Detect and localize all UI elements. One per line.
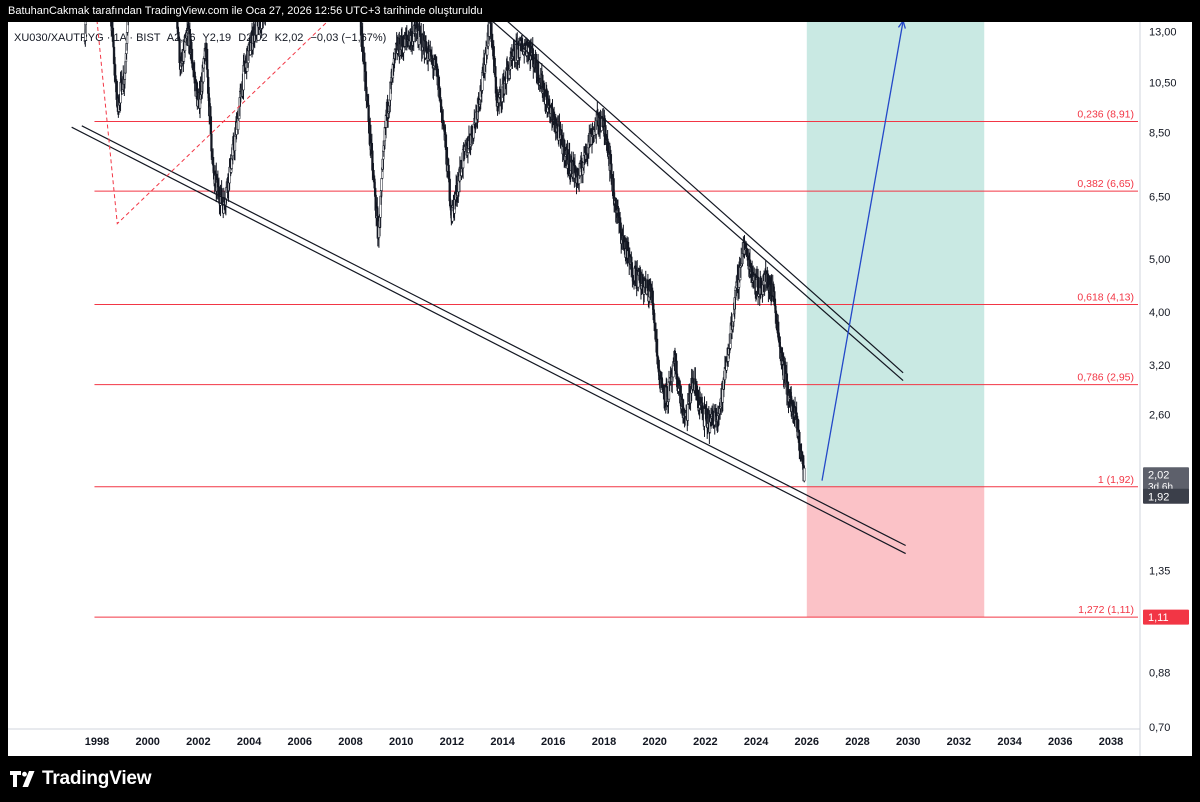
y-tick-label: 13,00	[1149, 27, 1177, 39]
channel-lower-line[interactable]	[71, 126, 906, 555]
x-tick-label: 2016	[541, 736, 565, 748]
export-header: BatuhanCakmak tarafından TradingView.com…	[0, 0, 1200, 22]
candle-body	[84, 22, 87, 26]
candle-body	[651, 290, 654, 305]
channel-upper-line[interactable]	[132, 22, 904, 374]
fib-level-label: 0,236 (8,91)	[1077, 109, 1134, 121]
x-tick-label: 2028	[845, 736, 869, 748]
x-tick-label: 1998	[85, 736, 109, 748]
legend-close-label: K	[275, 32, 283, 44]
legend-close-value: 2,02	[282, 32, 303, 44]
x-tick-label: 2026	[795, 736, 819, 748]
stop-zone[interactable]	[806, 486, 985, 618]
y-tick-label: 2,60	[1149, 410, 1170, 422]
x-tick-label: 2002	[186, 736, 210, 748]
channel-upper-line[interactable]	[132, 22, 904, 382]
candle-body	[440, 106, 443, 112]
legend-high-value: 2,19	[210, 32, 231, 44]
legend-line: XU030/XAUTRYG · 1A · BIST A2,06 Y2,19 D2…	[14, 32, 386, 44]
y-tick-label: 3,20	[1149, 360, 1170, 372]
y-tick-label: 1,35	[1149, 566, 1170, 578]
x-tick-label: 2014	[490, 736, 515, 748]
x-tick-label: 2022	[693, 736, 717, 748]
x-tick-label: 2010	[389, 736, 413, 748]
x-tick-label: 2000	[135, 736, 159, 748]
chart-pane[interactable]	[8, 22, 1192, 756]
candle-body	[209, 106, 212, 117]
x-tick-label: 2018	[592, 736, 616, 748]
price-label-text: 1,92	[1148, 491, 1169, 503]
brand-name: TradingView	[42, 768, 152, 789]
legend-symbol: XU030/XAUTRYG · 1A · BIST	[14, 32, 161, 44]
price-label-current	[1143, 467, 1189, 494]
candle-body	[209, 116, 213, 135]
tradingview-logo-icon	[10, 771, 35, 787]
legend-high-label: Y	[202, 32, 210, 44]
price-label-text: 1,11	[1148, 612, 1169, 624]
x-tick-label: 2020	[642, 736, 666, 748]
candle-body	[448, 179, 451, 202]
target-zone[interactable]	[806, 22, 985, 487]
x-tick-label: 2004	[237, 736, 262, 748]
footer-bar: TradingView	[0, 756, 1200, 802]
candle-body	[260, 22, 263, 29]
x-tick-label: 2032	[947, 736, 971, 748]
candle-body	[380, 178, 383, 191]
fib-level-label: 0,382 (6,65)	[1077, 178, 1134, 190]
projection-arrow[interactable]	[821, 22, 904, 481]
channel-lower-line[interactable]	[81, 125, 906, 547]
fib-level-label: 0,786 (2,95)	[1077, 372, 1134, 384]
x-tick-label: 2036	[1048, 736, 1072, 748]
fib-level-label: 0,618 (4,13)	[1077, 291, 1134, 303]
candle-body	[126, 22, 129, 33]
y-tick-label: 5,00	[1149, 254, 1170, 266]
x-tick-label: 2024	[744, 736, 769, 748]
dashed-projection-line[interactable]	[69, 22, 335, 225]
x-tick-label: 2030	[896, 736, 920, 748]
candle-body	[803, 467, 806, 482]
candle-body	[123, 72, 127, 80]
price-label-countdown: 3d 6h	[1148, 482, 1173, 493]
x-tick-label: 2012	[440, 736, 464, 748]
x-tick-label: 2034	[997, 736, 1022, 748]
projection-arrow-head	[897, 22, 906, 29]
candle-body	[249, 50, 252, 55]
legend-low-label: D	[238, 32, 246, 44]
y-tick-label: 0,88	[1149, 667, 1170, 679]
candle-body	[439, 99, 443, 108]
x-tick-label: 2038	[1099, 736, 1123, 748]
y-tick-label: 10,50	[1149, 77, 1177, 89]
price-label-entry	[1143, 488, 1189, 504]
candle-body	[610, 163, 613, 175]
y-tick-label: 8,50	[1149, 128, 1170, 140]
candle-body	[206, 69, 209, 78]
candle-body	[773, 291, 776, 300]
y-tick-label: 0,70	[1149, 722, 1170, 734]
x-tick-label: 2006	[288, 736, 312, 748]
fib-level-label: 1,272 (1,11)	[1078, 604, 1134, 616]
legend-open-label: A	[167, 32, 175, 44]
tradingview-logo[interactable]: TradingView	[10, 768, 152, 790]
price-chart[interactable]: XU030/XAUTRYG · 1A · BIST A2,06 Y2,19 D2…	[8, 22, 1192, 756]
x-tick-label: 2008	[338, 736, 362, 748]
y-tick-label: 6,50	[1149, 192, 1170, 204]
price-label-text: 2,02	[1148, 470, 1169, 482]
fib-level-label: 1 (1,92)	[1098, 474, 1134, 486]
legend-change: −0,03 (−1,67%)	[311, 32, 387, 44]
y-tick-label: 4,00	[1149, 307, 1170, 319]
price-label-sl	[1143, 609, 1189, 625]
